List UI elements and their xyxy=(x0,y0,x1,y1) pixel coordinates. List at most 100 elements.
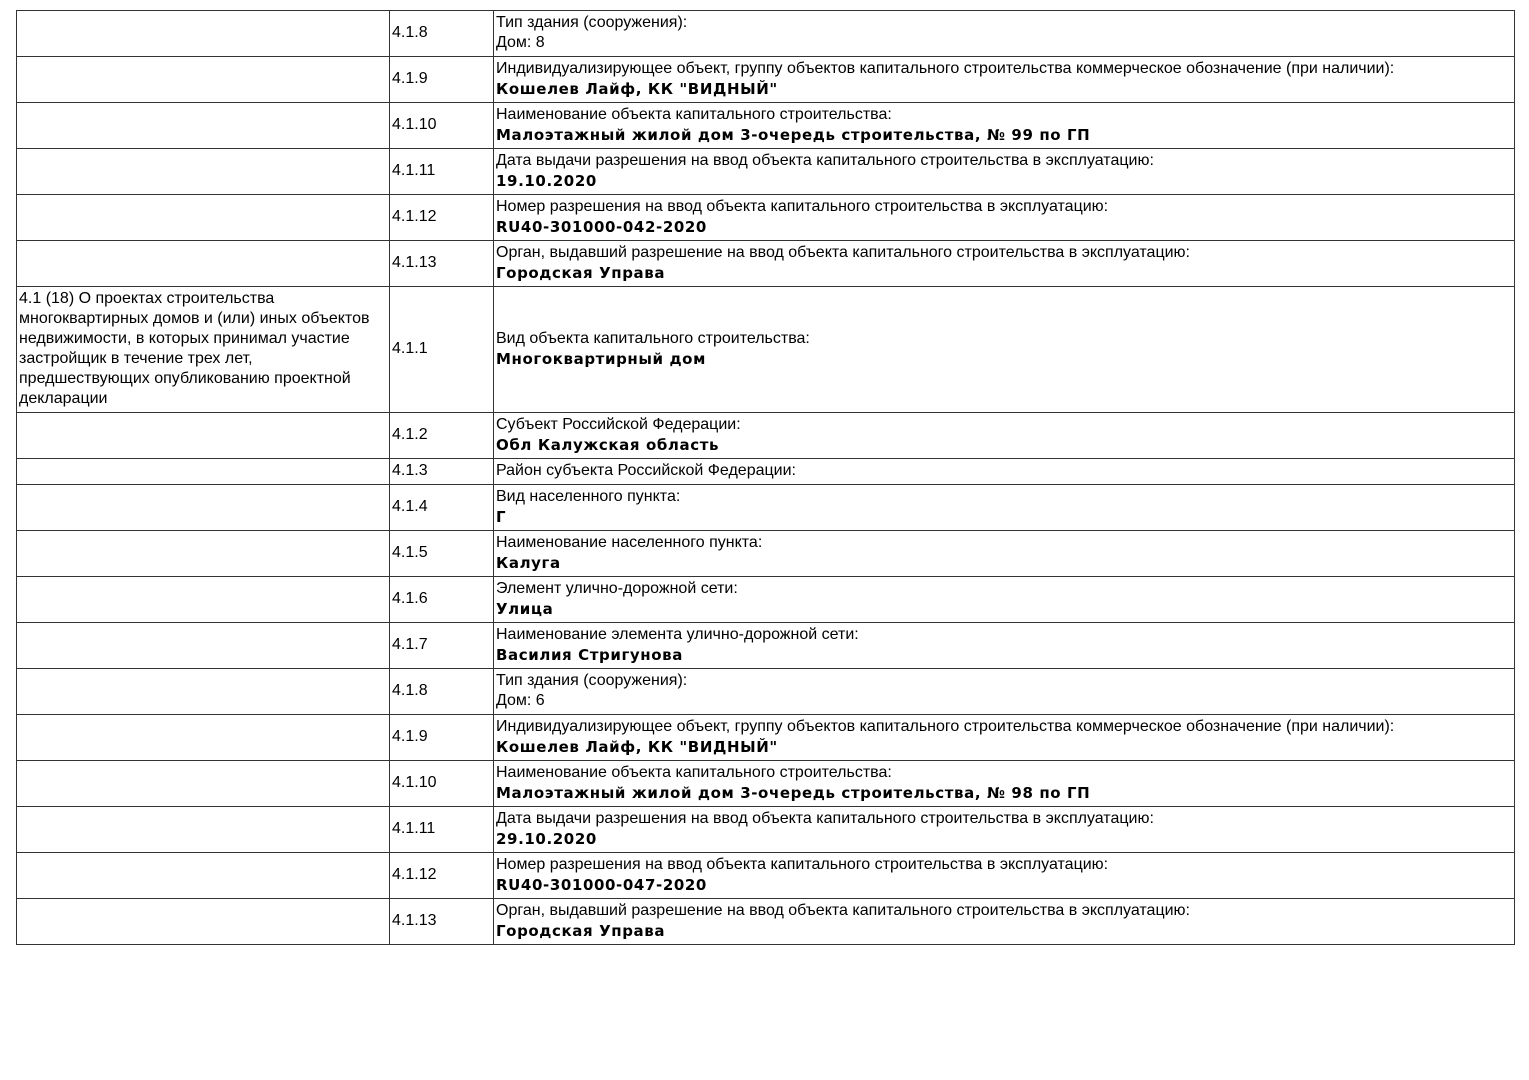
section-cell xyxy=(16,240,390,287)
section-cell xyxy=(16,760,390,807)
table-row: 4.1.9 Индивидуализирующее объект, группу … xyxy=(16,714,1515,761)
code-cell: 4.1.10 xyxy=(389,102,494,149)
content-cell: Тип здания (сооружения): Дом: 8 xyxy=(493,10,1515,57)
section-cell xyxy=(16,530,390,577)
table-row: 4.1.13 Орган, выдавший разрешение на ввод… xyxy=(16,240,1515,287)
content-cell: Индивидуализирующее объект, группу объек… xyxy=(493,714,1515,761)
table-row: 4.1.3 Район субъекта Российской Федерации… xyxy=(16,458,1515,485)
field-value: Дом: 6 xyxy=(496,692,545,709)
table-row: 4.1.8 Тип здания (сооружения): Дом: 6 xyxy=(16,668,1515,715)
field-value: Малоэтажный жилой дом 3-очередь строител… xyxy=(496,784,1091,802)
field-label: Наименование населенного пункта: xyxy=(496,534,763,551)
section-cell xyxy=(16,714,390,761)
field-label: Вид населенного пункта: xyxy=(496,488,681,505)
code-cell: 4.1.9 xyxy=(389,714,494,761)
table-row: 4.1.10 Наименование объекта капитального … xyxy=(16,760,1515,807)
table-row: 4.1.2 Субъект Российской Федерации: Обл Ка… xyxy=(16,412,1515,459)
field-label: Тип здания (сооружения): xyxy=(496,672,688,689)
field-value: Улица xyxy=(496,600,554,618)
field-label: Орган, выдавший разрешение на ввод объек… xyxy=(496,244,1190,261)
content-cell: Район субъекта Российской Федерации: xyxy=(493,458,1515,485)
code-cell: 4.1.4 xyxy=(389,484,494,531)
code-cell: 4.1.2 xyxy=(389,412,494,459)
section-cell xyxy=(16,622,390,669)
field-label: Орган, выдавший разрешение на ввод объек… xyxy=(496,902,1190,919)
table-row: 4.1.10 Наименование объекта капитального … xyxy=(16,102,1515,149)
field-label: Дата выдачи разрешения на ввод объекта к… xyxy=(496,152,1154,169)
section-cell xyxy=(16,852,390,899)
section-cell xyxy=(16,668,390,715)
field-label: Субъект Российской Федерации: xyxy=(496,416,741,433)
field-label: Номер разрешения на ввод объекта капитал… xyxy=(496,856,1109,873)
field-value: Многоквартирный дом xyxy=(496,350,706,368)
content-cell: Дата выдачи разрешения на ввод объекта к… xyxy=(493,148,1515,195)
code-cell: 4.1.8 xyxy=(389,10,494,57)
table-row: 4.1.4 Вид населенного пункта: Г xyxy=(16,484,1515,531)
field-label: Элемент улично-дорожной сети: xyxy=(496,580,738,597)
content-cell: Тип здания (сооружения): Дом: 6 xyxy=(493,668,1515,715)
code-cell: 4.1.9 xyxy=(389,56,494,103)
code-cell: 4.1.12 xyxy=(389,852,494,899)
section-cell xyxy=(16,56,390,103)
field-label: Дата выдачи разрешения на ввод объекта к… xyxy=(496,810,1154,827)
code-cell: 4.1.13 xyxy=(389,240,494,287)
section-cell xyxy=(16,484,390,531)
field-label: Номер разрешения на ввод объекта капитал… xyxy=(496,198,1109,215)
code-cell: 4.1.6 xyxy=(389,576,494,623)
table-row: 4.1.7 Наименование элемента улично-дорожн… xyxy=(16,622,1515,669)
field-value: RU40-301000-047-2020 xyxy=(496,876,707,894)
section-cell xyxy=(16,148,390,195)
table-row: 4.1.6 Элемент улично-дорожной сети: Улица xyxy=(16,576,1515,623)
code-cell: 4.1.12 xyxy=(389,194,494,241)
field-value: Кошелев Лайф, КК "ВИДНЫЙ" xyxy=(496,80,778,98)
field-value: Г xyxy=(496,508,507,526)
field-label: Наименование объекта капитального строит… xyxy=(496,106,892,123)
section-cell xyxy=(16,576,390,623)
field-label: Индивидуализирующее объект, группу объек… xyxy=(496,60,1395,77)
field-value: Малоэтажный жилой дом 3-очередь строител… xyxy=(496,126,1091,144)
content-cell: Дата выдачи разрешения на ввод объекта к… xyxy=(493,806,1515,853)
code-cell: 4.1.3 xyxy=(389,458,494,485)
content-cell: Индивидуализирующее объект, группу объек… xyxy=(493,56,1515,103)
field-value: Калуга xyxy=(496,554,561,572)
content-cell: Наименование населенного пункта: Калуга xyxy=(493,530,1515,577)
code-cell: 4.1.5 xyxy=(389,530,494,577)
field-value: Городская Управа xyxy=(496,264,666,282)
content-cell: Номер разрешения на ввод объекта капитал… xyxy=(493,194,1515,241)
table-row: 4.1.11 Дата выдачи разрешения на ввод объ… xyxy=(16,148,1515,195)
content-cell: Элемент улично-дорожной сети: Улица xyxy=(493,576,1515,623)
content-cell: Орган, выдавший разрешение на ввод объек… xyxy=(493,240,1515,287)
section-cell xyxy=(16,194,390,241)
field-value: Кошелев Лайф, КК "ВИДНЫЙ" xyxy=(496,738,778,756)
section-cell xyxy=(16,458,390,485)
code-cell: 4.1.7 xyxy=(389,622,494,669)
content-cell: Вид населенного пункта: Г xyxy=(493,484,1515,531)
field-value: Василия Стригунова xyxy=(496,646,683,664)
field-label: Район субъекта Российской Федерации: xyxy=(496,462,796,479)
content-cell: Вид объекта капитального строительства: М… xyxy=(493,286,1515,413)
code-cell: 4.1.10 xyxy=(389,760,494,807)
table-row: 4.1.13 Орган, выдавший разрешение на ввод… xyxy=(16,898,1515,945)
declaration-table: 4.1.8 Тип здания (сооружения): Дом: 8 4.1.9… xyxy=(16,10,1515,945)
content-cell: Наименование объекта капитального строит… xyxy=(493,102,1515,149)
field-label: Наименование элемента улично-дорожной се… xyxy=(496,626,859,643)
code-cell: 4.1.11 xyxy=(389,148,494,195)
field-value: 29.10.2020 xyxy=(496,830,597,848)
section-cell xyxy=(16,898,390,945)
section-cell xyxy=(16,806,390,853)
table-row: 4.1.12 Номер разрешения на ввод объекта к… xyxy=(16,852,1515,899)
section-cell xyxy=(16,10,390,57)
content-cell: Орган, выдавший разрешение на ввод объек… xyxy=(493,898,1515,945)
code-cell: 4.1.11 xyxy=(389,806,494,853)
code-cell: 4.1.1 xyxy=(389,286,494,413)
field-value: RU40-301000-042-2020 xyxy=(496,218,707,236)
table-row: 4.1.8 Тип здания (сооружения): Дом: 8 xyxy=(16,10,1515,57)
table-row: 4.1.12 Номер разрешения на ввод объекта к… xyxy=(16,194,1515,241)
section-cell xyxy=(16,412,390,459)
content-cell: Номер разрешения на ввод объекта капитал… xyxy=(493,852,1515,899)
field-label: Вид объекта капитального строительства: xyxy=(496,330,810,347)
field-value: 19.10.2020 xyxy=(496,172,597,190)
table-row: 4.1.5 Наименование населенного пункта: Кал… xyxy=(16,530,1515,577)
field-label: Тип здания (сооружения): xyxy=(496,14,688,31)
table-row: 4.1.9 Индивидуализирующее объект, группу … xyxy=(16,56,1515,103)
